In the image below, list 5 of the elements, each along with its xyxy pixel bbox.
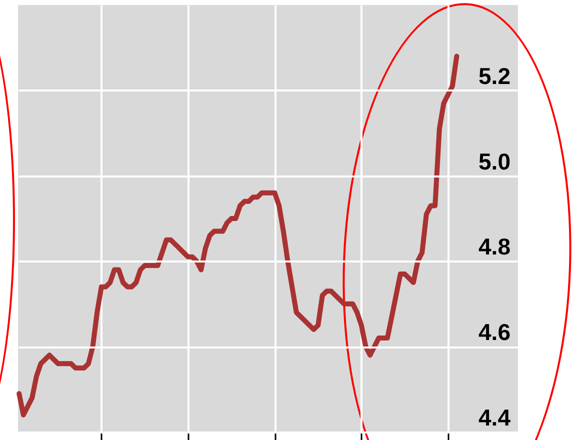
y-tick-label: 5.0 (478, 148, 510, 174)
y-tick-label: 4.4 (478, 404, 511, 430)
y-tick-label: 5.2 (478, 62, 510, 89)
y-tick-label: 4.6 (478, 319, 510, 346)
y-tick-label: 4.8 (478, 234, 511, 260)
